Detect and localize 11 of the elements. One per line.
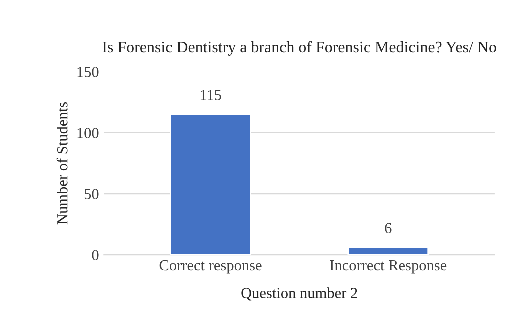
x-tick-label: Correct response <box>160 260 262 274</box>
y-tick-label: 0 <box>92 250 99 261</box>
y-tick-label: 150 <box>78 67 99 78</box>
data-label: 115 <box>200 90 222 100</box>
y-tick-label: 50 <box>84 189 99 200</box>
data-label: 6 <box>385 223 392 234</box>
x-tick-label: Incorrect Response <box>330 260 447 274</box>
y-axis-title: Number of Students <box>56 102 68 225</box>
x-axis-title: Question number 2 <box>242 288 358 301</box>
y-tick-label: 100 <box>78 128 99 138</box>
chart-title: Is Forensic Dentistry a branch of Forensic Medicine? Yes/ No <box>102 41 496 56</box>
